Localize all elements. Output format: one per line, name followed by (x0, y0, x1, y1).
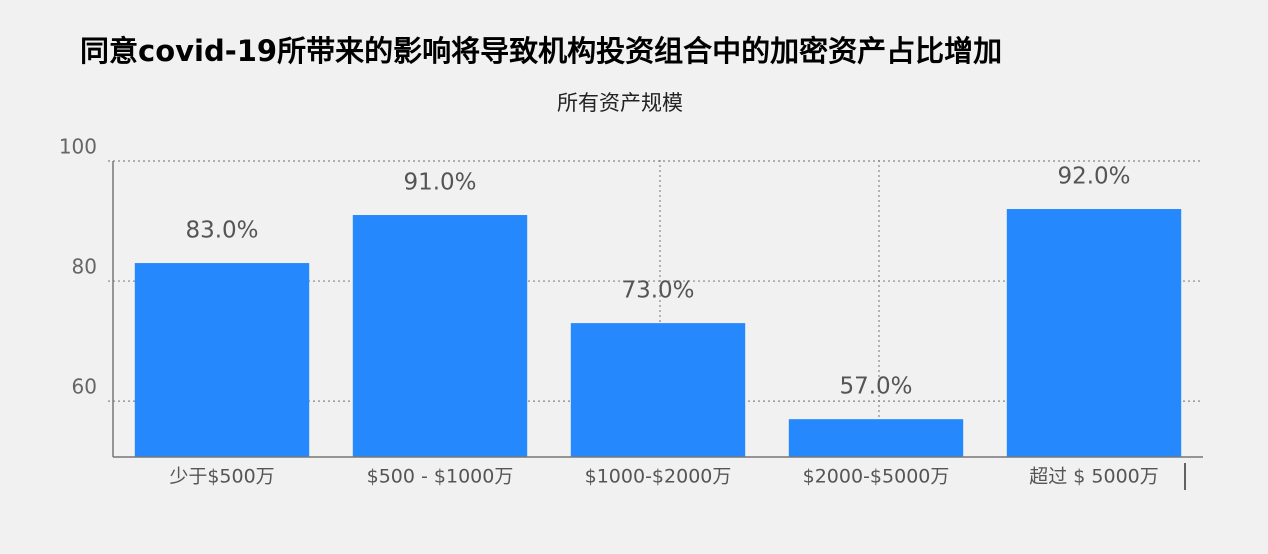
x-tick-label: $2000-$5000万 (803, 466, 950, 488)
bar (134, 263, 310, 457)
y-tick-label: 60 (72, 375, 97, 399)
bar (1006, 209, 1182, 457)
value-label: 73.0% (621, 278, 694, 304)
y-tick-label: 80 (72, 255, 97, 279)
chart-title: 同意covid-19所带来的影响将导致机构投资组合中的加密资产占比增加 (80, 34, 1002, 68)
value-label: 91.0% (403, 170, 476, 196)
x-tick-label: 少于$500万 (169, 466, 274, 488)
y-tick-label: 100 (59, 135, 97, 159)
chart-subtitle: 所有资产规模 (557, 91, 683, 115)
bar (788, 419, 964, 457)
bar (352, 215, 528, 457)
value-label: 92.0% (1057, 164, 1130, 190)
bar (570, 323, 746, 457)
x-tick-label: 超过 $ 5000万 (1029, 466, 1159, 488)
x-tick-label: $1000-$2000万 (585, 466, 732, 488)
value-label: 83.0% (185, 218, 258, 244)
value-label: 57.0% (839, 374, 912, 400)
x-tick-label: $500 - $1000万 (367, 466, 514, 488)
